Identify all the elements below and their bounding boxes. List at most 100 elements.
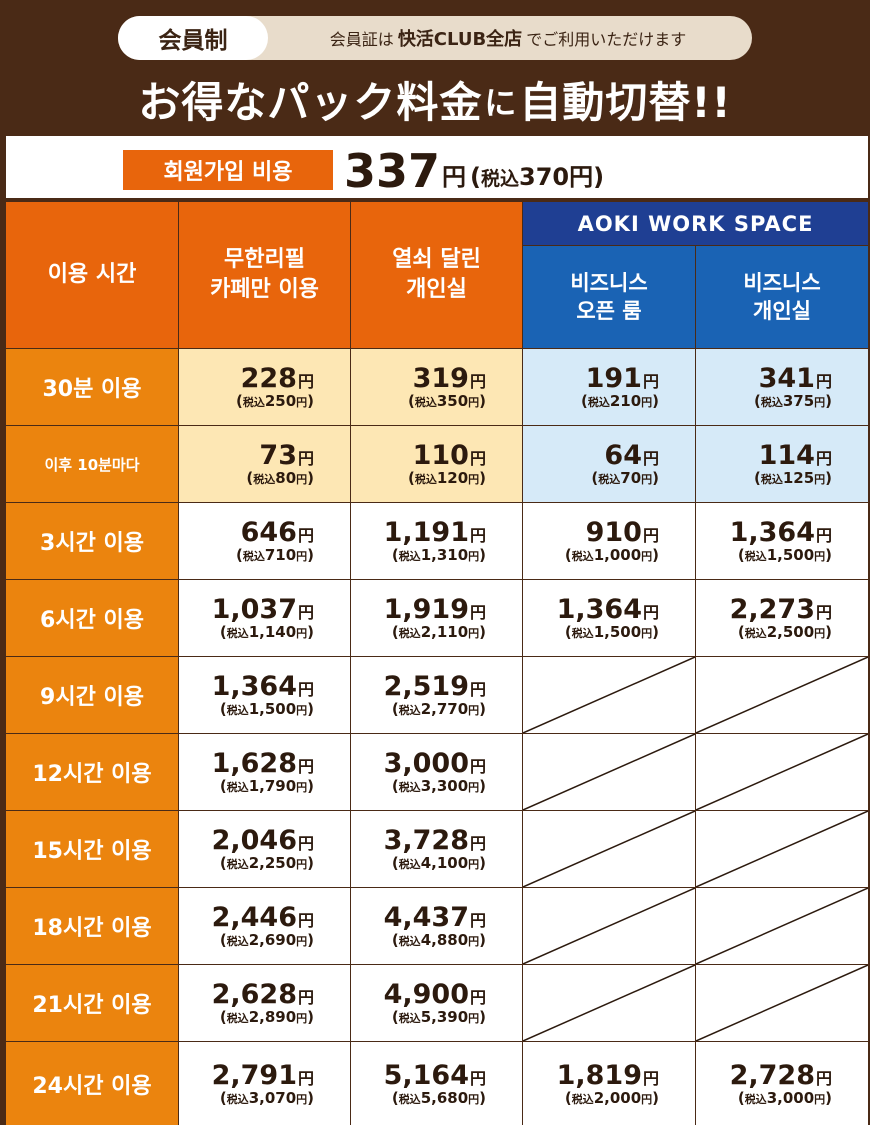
price-tax-yen: 円 [468,935,480,948]
price-tax-yen: 円 [468,473,480,486]
price-cell: 1,364円 (税込1,500円) [179,657,350,733]
price-amount: 3,728円 [384,827,486,854]
price-yen: 円 [469,526,486,545]
price-number: 4,900 [383,979,469,1010]
price-cell: 110円 (税込120円) [351,426,522,502]
price-tax-number: 70 [620,469,642,487]
price-amount: 319円 [413,365,486,392]
price-amount: 5,164円 [384,1062,486,1089]
price-yen: 円 [297,449,314,468]
price-yen: 円 [815,449,832,468]
membership-fee-amount: 337 円 (税込370円) [344,140,604,198]
fee-tax-prefix: 税込 [481,168,520,190]
price-tax-yen: 円 [814,627,826,640]
row-label: 9시간 이용 [6,657,178,733]
price-tax-prefix: 税込 [253,473,276,486]
price-yen: 円 [297,911,314,930]
not-available-cell [696,811,868,887]
fee-tax-open: ( [470,163,481,191]
price-number: 341 [758,363,815,394]
price-tax-number: 2,250 [248,854,297,872]
price-tax-prefix: 税込 [398,1012,421,1025]
price-tax-prefix: 税込 [760,396,783,409]
fee-amount-number: 337 [344,144,441,198]
price-cell: 319円 (税込350円) [351,349,522,425]
header-usage-time-label: 이용 시간 [47,262,137,287]
price-number: 1,191 [383,517,469,548]
price-tax-prefix: 税込 [226,704,249,717]
price-tax-yen: 円 [814,473,826,486]
price-cell: 2,728円 (税込3,000円) [696,1042,868,1125]
price-tax-prefix: 税込 [571,550,594,563]
price-tax-prefix: 税込 [226,858,249,871]
price-tax-number: 1,310 [420,546,469,564]
price-cell: 646円 (税込710円) [179,503,350,579]
price-tax-included: (税込120円) [407,469,486,487]
price-cell: 910円 (税込1,000円) [523,503,695,579]
price-yen: 円 [469,834,486,853]
price-tax-prefix: 税込 [744,1092,767,1106]
price-yen: 円 [642,449,659,468]
price-tax-number: 4,100 [420,854,469,872]
price-yen: 円 [297,988,314,1007]
price-tax-prefix: 税込 [226,781,249,794]
price-tax-yen: 円 [296,473,308,486]
row-label: 24시간 이용 [6,1042,178,1125]
price-amount: 341円 [759,365,832,392]
price-amount: 1,191円 [384,519,486,546]
row-label: 6시간 이용 [6,580,178,656]
price-amount: 1,364円 [730,519,832,546]
header-private-line1: 열쇠 달린 [392,247,481,272]
price-tax-number: 3,300 [420,777,469,795]
price-tax-prefix: 税込 [398,1092,421,1106]
price-amount: 110円 [413,442,486,469]
price-yen: 円 [815,603,832,622]
price-tax-number: 5,390 [420,1008,469,1026]
price-number: 114 [758,440,815,471]
price-tax-included: (税込1,500円) [219,700,314,718]
price-amount: 228円 [241,365,314,392]
price-tax-included: (税込2,000円) [564,1088,659,1107]
price-cell: 341円 (税込375円) [696,349,868,425]
price-tax-number: 5,680 [420,1088,469,1107]
price-tax-prefix: 税込 [242,396,265,409]
price-tax-included: (税込1,140円) [219,623,314,641]
price-tax-number: 250 [264,392,297,410]
price-tax-included: (税込80円) [246,469,314,487]
page-headline: お得なパック料金 に 自動切替!! [0,64,870,134]
diagonal-slash-icon [523,657,695,733]
price-table: 이용 시간 무한리필 카페만 이용 열쇠 달린 개인실 AOKI WORK SP… [6,202,868,1125]
price-yen: 円 [469,603,486,622]
membership-notice: 会員制 会員証は 快活CLUB全店 でご利用いただけます [118,16,752,60]
price-tax-prefix: 税込 [398,704,421,717]
price-amount: 1,364円 [212,673,314,700]
fee-amount-yen: 円 [442,163,467,191]
price-yen: 円 [469,449,486,468]
price-tax-included: (税込375円) [753,392,832,410]
price-amount: 4,437円 [384,904,486,931]
price-yen: 円 [469,757,486,776]
price-tax-number: 2,000 [593,1088,642,1107]
price-tax-included: (税込2,890円) [219,1008,314,1026]
price-tax-yen: 円 [641,473,653,486]
price-tax-number: 1,500 [766,546,815,564]
price-tax-yen: 円 [468,781,480,794]
membership-fee-label: 회원가입 비용 [123,150,333,190]
price-amount: 2,791円 [212,1062,314,1089]
diagonal-slash-icon [696,888,868,964]
header-aoki-label: AOKI WORK SPACE [577,211,814,236]
price-number: 2,046 [211,825,297,856]
price-amount: 73円 [259,442,314,469]
price-cell: 2,446円 (税込2,690円) [179,888,350,964]
price-tax-number: 3,000 [766,1088,815,1107]
price-amount: 1,628円 [212,750,314,777]
price-tax-yen: 円 [296,858,308,871]
price-tax-prefix: 税込 [226,1092,249,1106]
price-yen: 円 [642,372,659,391]
not-available-cell [523,657,695,733]
price-amount: 2,519円 [384,673,486,700]
price-tax-included: (税込2,110円) [391,623,486,641]
price-tax-included: (税込1,310円) [391,546,486,564]
price-tax-included: (税込3,000円) [737,1088,832,1107]
not-available-cell [696,888,868,964]
